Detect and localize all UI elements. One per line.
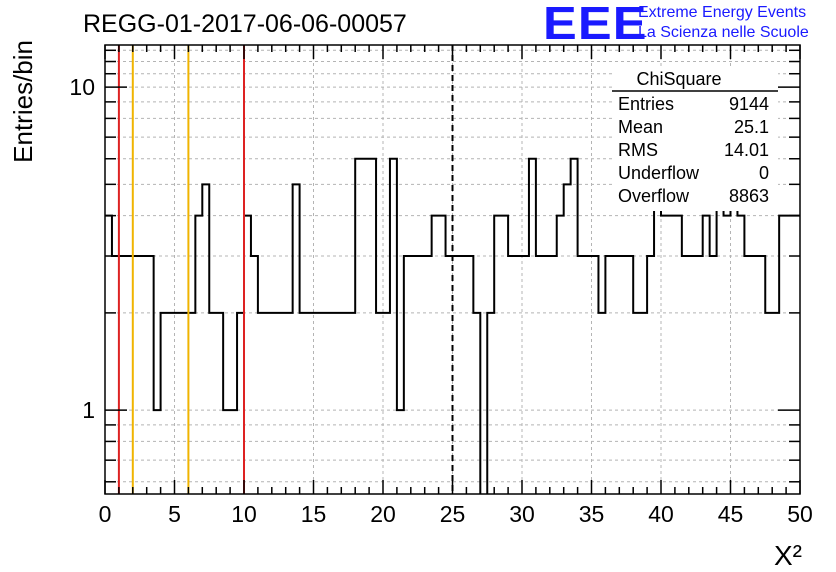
y-axis-label: Entries/bin [8, 40, 38, 163]
x-tick-label: 25 [440, 501, 466, 527]
stats-row-value: 25.1 [734, 117, 769, 137]
x-tick-label: 50 [787, 501, 813, 527]
stats-box-background [612, 68, 778, 211]
x-tick-label: 30 [509, 501, 535, 527]
x-tick-label: 5 [168, 501, 181, 527]
x-tick-label: 20 [370, 501, 396, 527]
stats-row-value: 14.01 [724, 140, 769, 160]
histogram-series [105, 157, 800, 494]
y-tick-label: 10 [69, 74, 95, 100]
x-tick-label: 0 [99, 501, 112, 527]
x-axis-label: X² [774, 540, 802, 571]
x-tick-label: 40 [648, 501, 674, 527]
logo-line-1: Extreme Energy Events [638, 4, 807, 21]
stats-row-label: RMS [618, 140, 658, 160]
x-tick-label: 45 [718, 501, 744, 527]
stats-row-value: 8863 [729, 186, 769, 206]
stats-row-label: Entries [618, 94, 674, 114]
logo-line-2: La Scienza nelle Scuole [638, 24, 809, 41]
axis-ticks-layer [104, 45, 801, 494]
marker-lines-layer [117, 45, 454, 494]
stats-row-label: Underflow [618, 163, 700, 183]
stats-row-label: Overflow [618, 186, 690, 206]
stats-row-label: Mean [618, 117, 663, 137]
plot-title: REGG-01-2017-06-06-00057 [83, 10, 407, 38]
x-tick-label: 35 [579, 501, 605, 527]
x-tick-label: 10 [231, 501, 257, 527]
axis-labels-layer: 0 5 10 15 20 25 30 35 40 45 50 1 10 X² Entries/bin [8, 40, 813, 571]
x-tick-label: 15 [301, 501, 327, 527]
stats-row-value: 9144 [729, 94, 769, 114]
logo-mark: EEE [543, 0, 648, 49]
stats-box-name: ChiSquare [636, 69, 721, 89]
stats-box: ChiSquare Entries 9144 Mean 25.1 RMS 14.01 Unde… [612, 68, 778, 211]
y-tick-label: 1 [82, 397, 95, 423]
histogram-layer [105, 157, 800, 494]
stats-row-value: 0 [759, 163, 769, 183]
